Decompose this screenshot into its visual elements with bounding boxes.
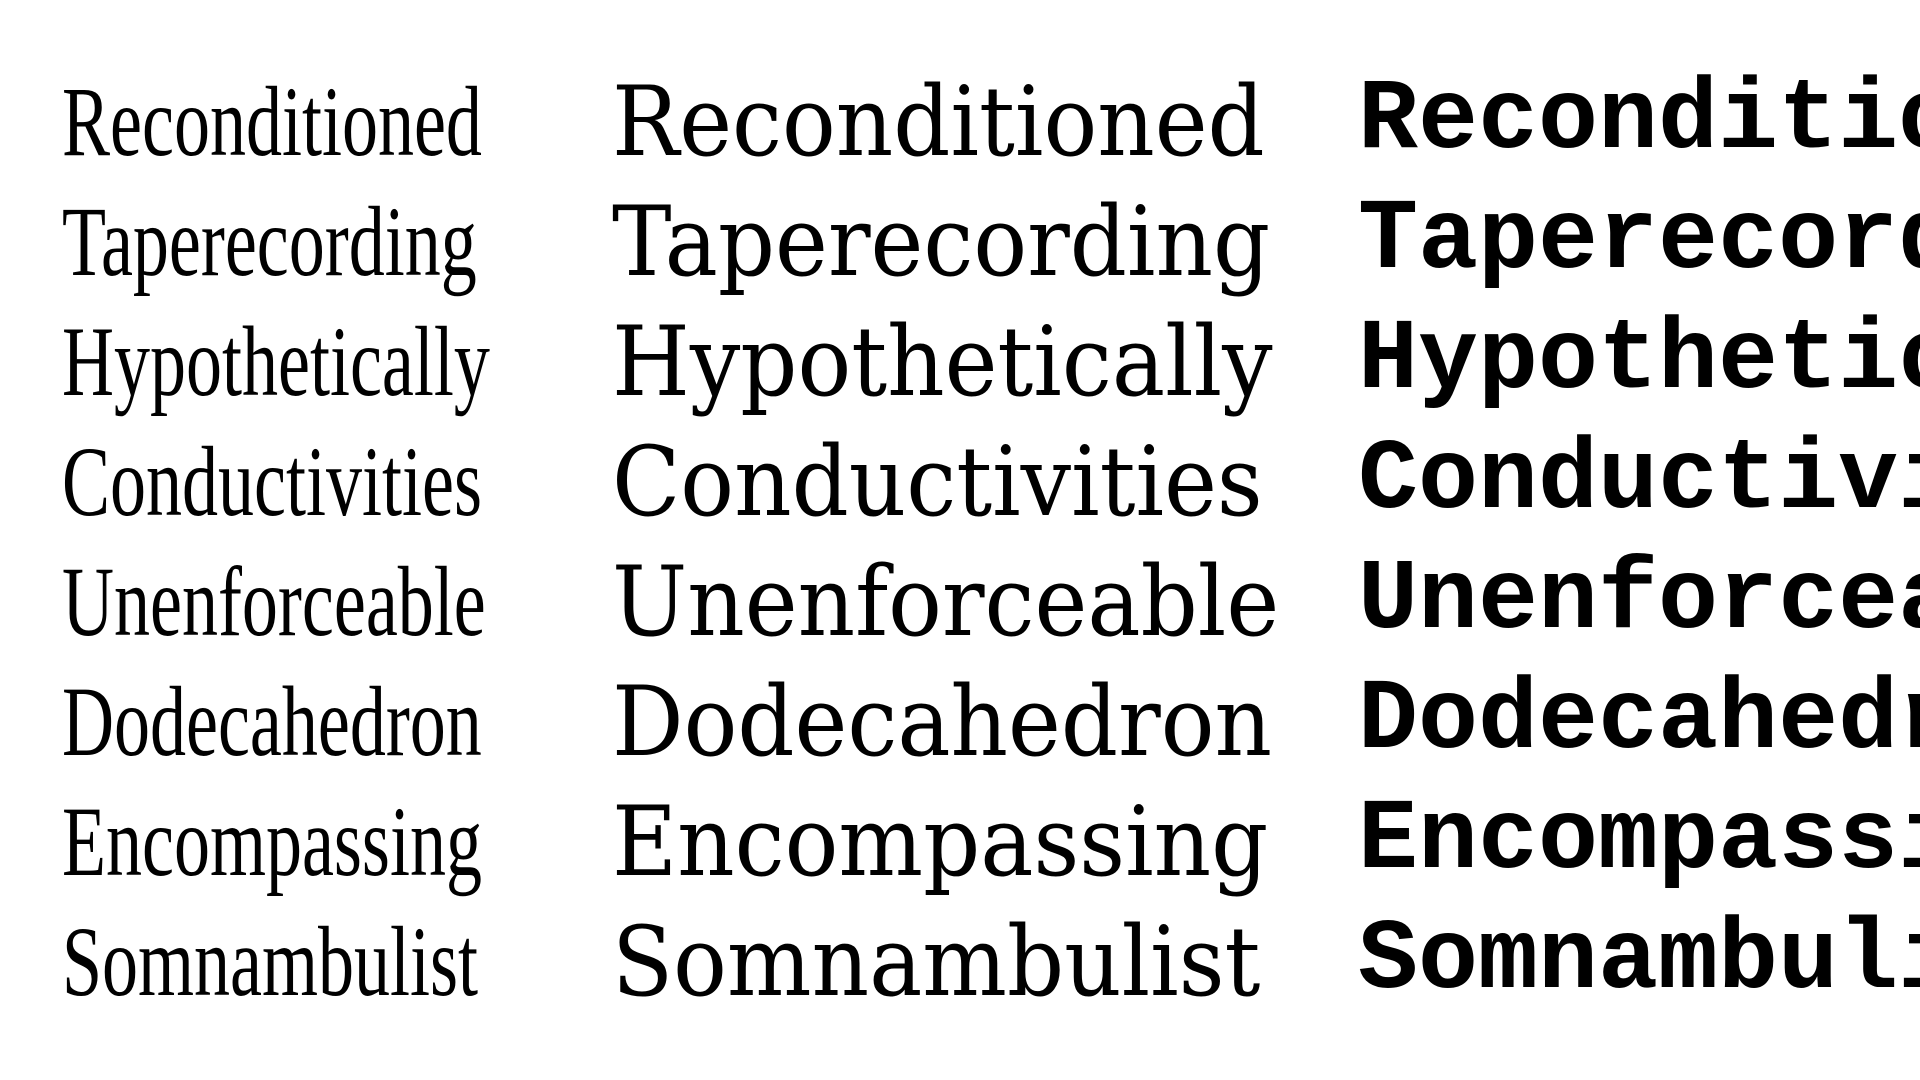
word-hypothetically: Hypothetically	[62, 306, 490, 417]
word-conductivities: Conductivities	[612, 426, 1263, 538]
word-dodecahedron: Dodecahedron	[612, 666, 1272, 778]
word-reconditioned: Reconditioned	[612, 66, 1265, 178]
word-unenforceable: Unenforceable	[612, 546, 1280, 658]
regular-serif-column: Reconditioned Taperecording Hypothetical…	[612, 62, 1329, 1022]
word-taperecording: Taperecording	[1358, 185, 1920, 298]
word-conductivities: Conductivities	[62, 426, 482, 537]
word-dodecahedron: Dodecahedron	[62, 666, 482, 777]
word-encompassing: Encompassing	[62, 786, 482, 897]
word-somnambulist: Somnambulist	[1358, 905, 1920, 1018]
word-unenforceable: Unenforceable	[1358, 545, 1920, 658]
word-somnambulist: Somnambulist	[612, 906, 1261, 1018]
word-reconditioned: Reconditioned	[1358, 65, 1920, 178]
word-taperecording: Taperecording	[612, 186, 1271, 298]
bold-slab-column: Reconditioned Taperecording Hypothetical…	[1358, 62, 1920, 1022]
word-dodecahedron: Dodecahedron	[1358, 665, 1920, 778]
word-somnambulist: Somnambulist	[62, 906, 479, 1017]
word-encompassing: Encompassing	[1358, 785, 1920, 898]
word-hypothetically: Hypothetically	[1358, 305, 1920, 418]
condensed-serif-column: Reconditioned Taperecording Hypothetical…	[62, 62, 656, 1022]
word-taperecording: Taperecording	[62, 186, 477, 297]
word-unenforceable: Unenforceable	[62, 546, 486, 657]
word-conductivities: Conductivities	[1358, 425, 1920, 538]
word-hypothetically: Hypothetically	[612, 306, 1273, 418]
word-encompassing: Encompassing	[612, 786, 1269, 898]
word-reconditioned: Reconditioned	[62, 66, 482, 177]
